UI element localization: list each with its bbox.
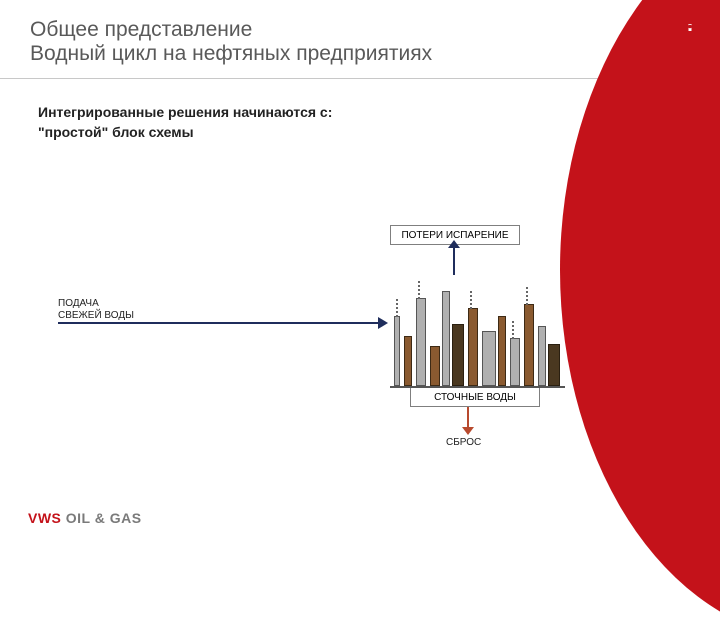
feed-arrow-head <box>378 317 388 329</box>
refinery-illustration <box>390 270 565 388</box>
title-line-2: Водный цикл на нефтяных предприятиях <box>30 42 690 66</box>
feed-line-2: СВЕЖЕЙ ВОДЫ <box>58 310 134 321</box>
brand-prefix: VWS <box>28 510 66 526</box>
footer-brand-logo: VWS OIL & GAS <box>28 510 142 526</box>
wastewater-box: СТОЧНЫЕ ВОДЫ <box>410 387 540 407</box>
refinery-tower <box>548 344 560 386</box>
feed-arrow-line <box>58 322 378 324</box>
discharge-arrow-line <box>467 407 469 429</box>
brand-suffix: OIL & GAS <box>66 510 142 526</box>
refinery-tower <box>430 346 440 386</box>
refinery-tower <box>538 326 546 386</box>
corner-logo-icon <box>680 22 700 42</box>
refinery-tower <box>498 316 506 386</box>
title-line-1: Общее представление <box>30 18 690 42</box>
discharge-arrow-head <box>462 427 474 435</box>
refinery-tower <box>416 298 426 386</box>
refinery-tower <box>468 308 478 386</box>
refinery-tower <box>524 304 534 386</box>
feed-water-label: ПОДАЧА СВЕЖЕЙ ВОДЫ <box>58 298 134 322</box>
refinery-tower <box>482 331 496 386</box>
discharge-label: СБРОС <box>446 437 481 448</box>
refinery-tower <box>404 336 412 386</box>
refinery-tower <box>442 291 450 386</box>
evaporation-arrow-head <box>448 240 460 248</box>
refinery-tower <box>510 338 520 386</box>
refinery-tower <box>394 316 400 386</box>
flow-diagram: ПОТЕРИ ИСПАРЕНИЕ ПОДАЧА СВЕЖЕЙ ВОДЫ СТОЧ… <box>0 200 720 480</box>
feed-line-1: ПОДАЧА <box>58 298 99 309</box>
refinery-tower <box>452 324 464 386</box>
